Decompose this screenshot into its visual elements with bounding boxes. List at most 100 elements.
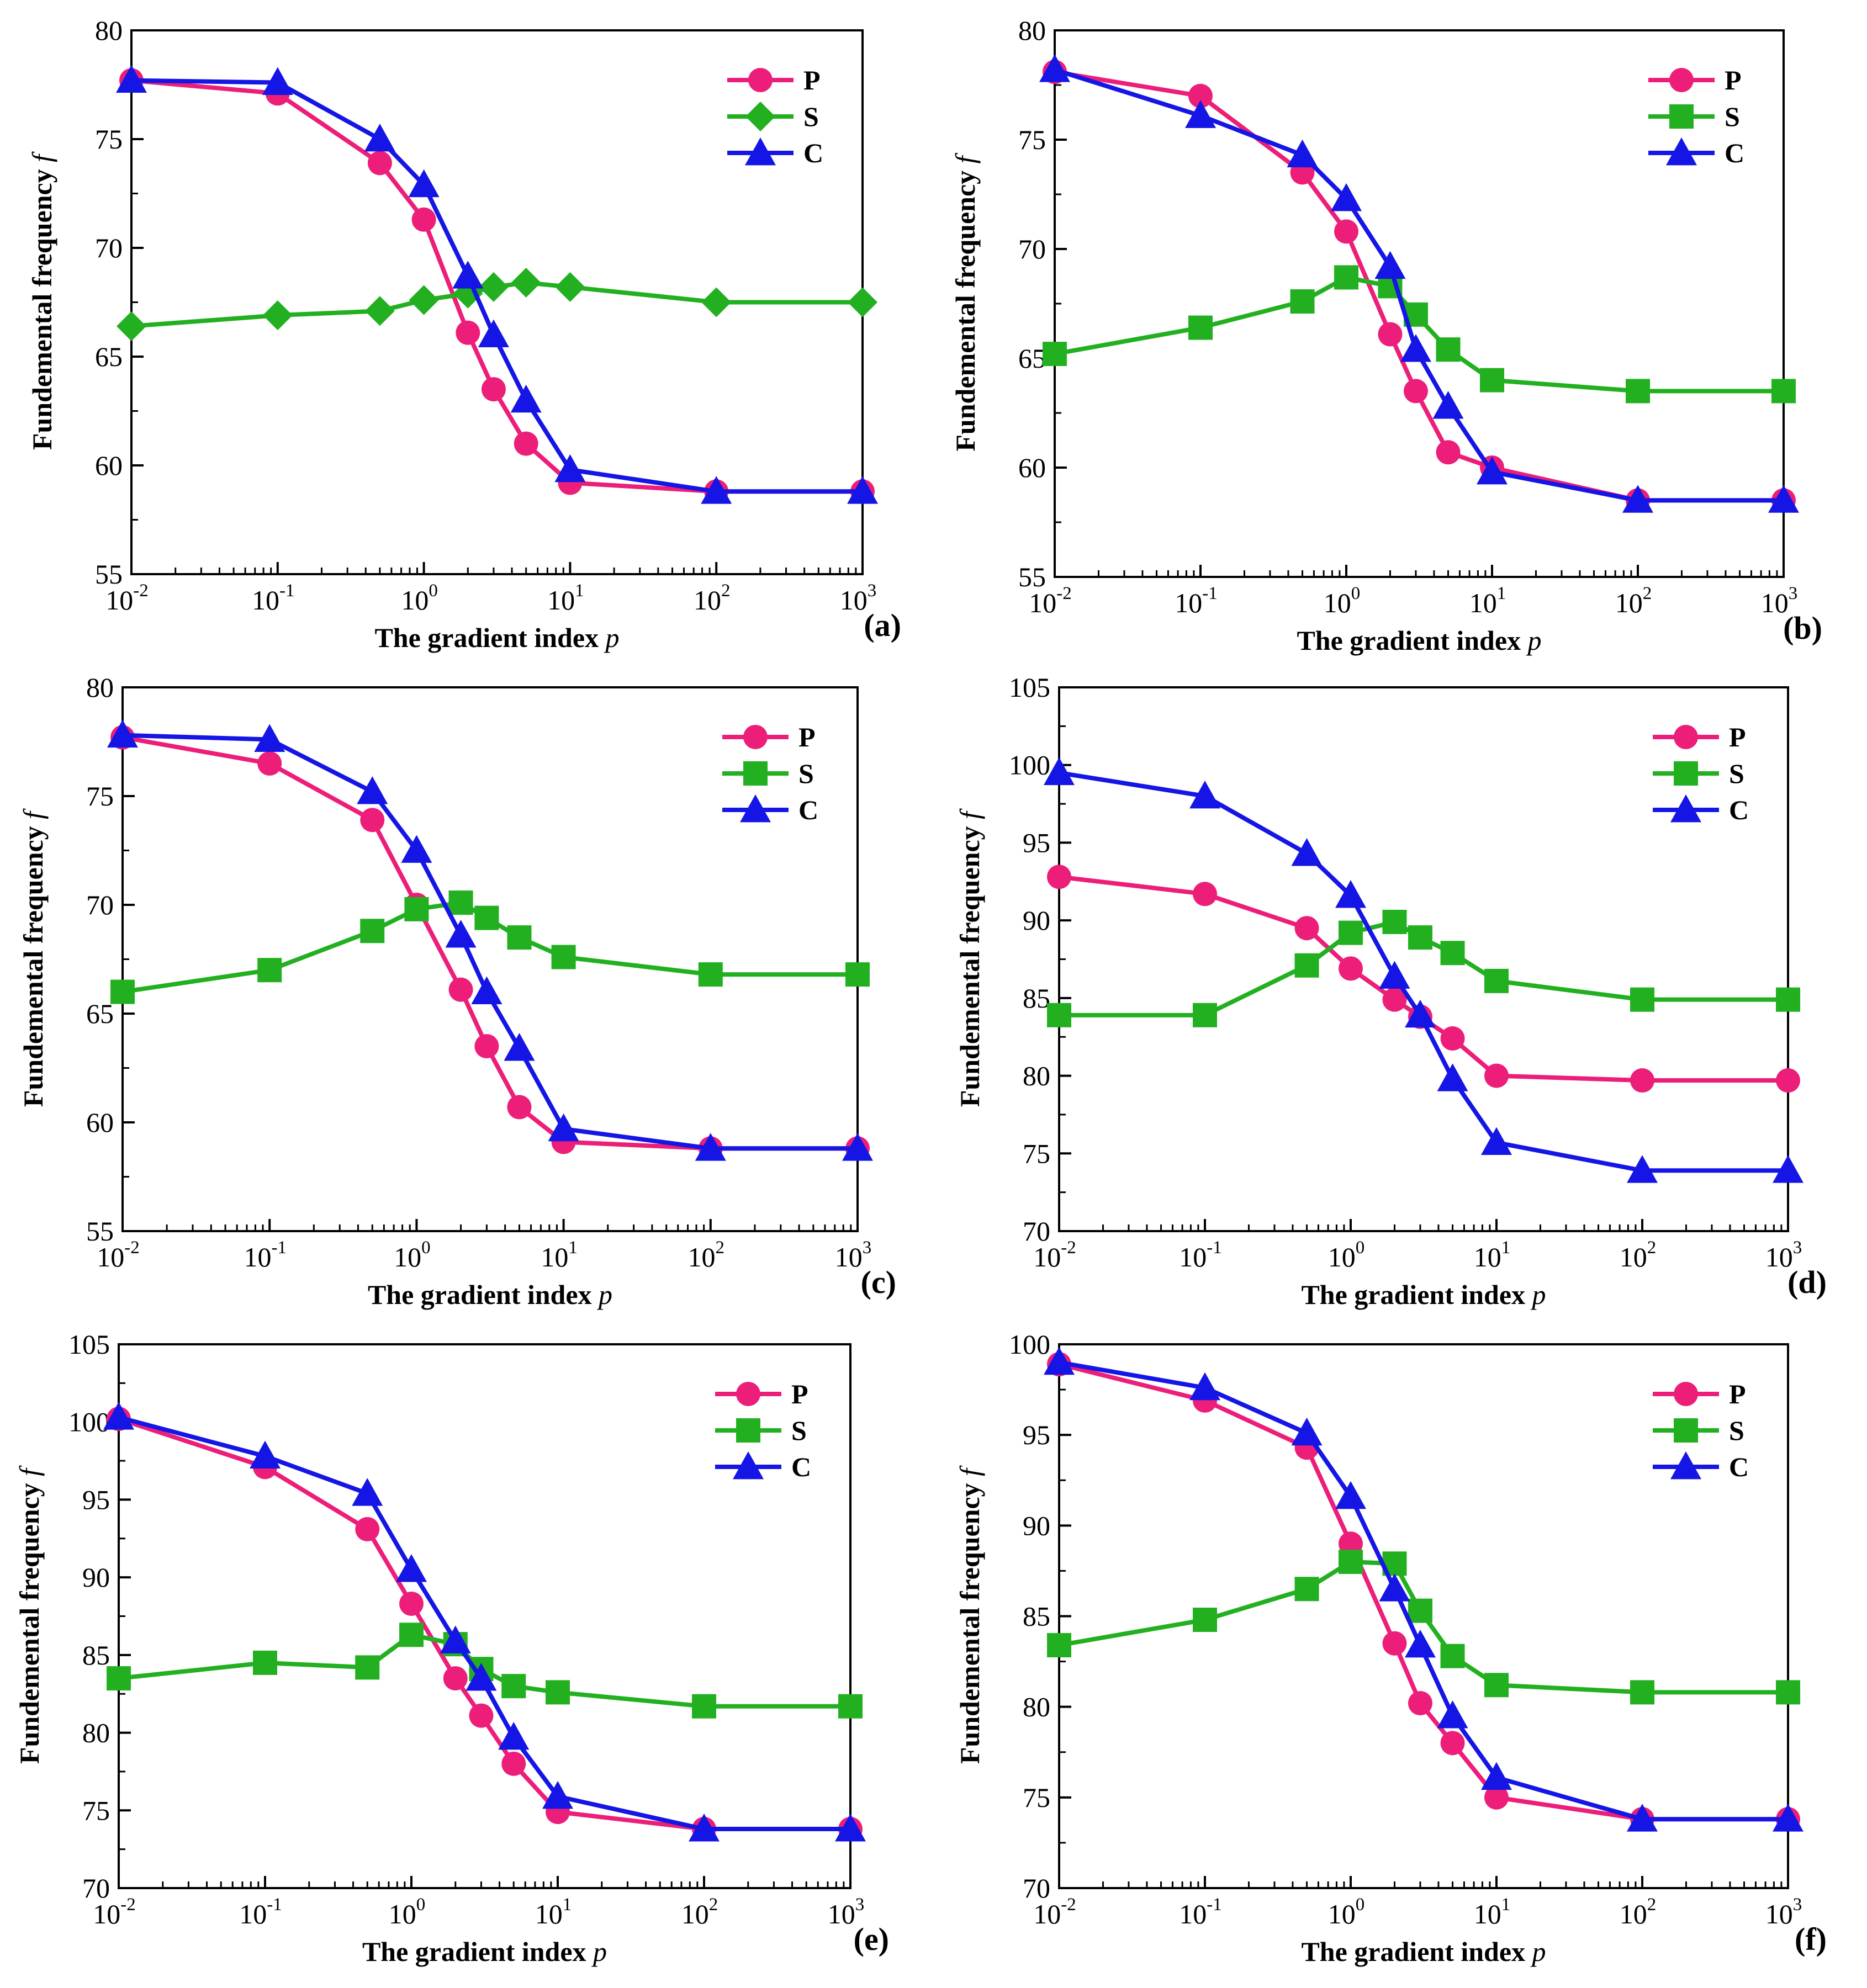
data-point-P: [411, 207, 436, 232]
data-point-C: [1185, 100, 1216, 128]
legend-label-P: P: [1729, 1379, 1746, 1409]
legend-label-S: S: [791, 1415, 807, 1446]
data-point-C: [440, 1625, 471, 1653]
x-tick-exponent: -1: [1202, 584, 1218, 603]
data-point-S: [360, 919, 385, 943]
data-point-P: [1484, 1785, 1509, 1810]
data-point-S: [1339, 920, 1363, 945]
y-tick-label: 105: [68, 1329, 110, 1360]
legend-label-P: P: [791, 1379, 808, 1409]
x-tick-label: 10-2: [1033, 1238, 1076, 1273]
x-tick-exponent: -2: [1061, 1238, 1076, 1258]
data-point-P: [469, 1703, 494, 1728]
data-point-C: [1773, 1804, 1803, 1832]
data-point-S: [507, 925, 532, 950]
legend-marker-P: [743, 725, 768, 749]
data-point-C: [357, 776, 388, 804]
x-tick-exponent: 3: [868, 581, 877, 601]
data-point-C: [1374, 251, 1406, 279]
legend-marker-S: [1674, 1418, 1698, 1443]
x-tick-exponent: 0: [1356, 1895, 1365, 1915]
legend-marker-S: [745, 102, 775, 131]
data-point-C: [689, 1814, 720, 1842]
y-tick-label: 80: [1018, 15, 1046, 46]
x-tick-exponent: 0: [1351, 584, 1361, 603]
x-tick-exponent: -2: [120, 1895, 136, 1915]
data-point-C: [548, 1113, 579, 1142]
data-point-C: [842, 1133, 873, 1161]
data-point-P: [257, 751, 282, 776]
data-point-S: [474, 905, 499, 930]
data-point-C: [695, 1133, 726, 1161]
x-tick-label: 100: [394, 1238, 431, 1273]
x-tick-exponent: -1: [279, 581, 295, 601]
x-tick-label: 102: [681, 1895, 718, 1929]
data-point-C: [107, 719, 138, 748]
series-line-C: [1059, 1360, 1788, 1822]
data-point-S: [257, 958, 282, 983]
x-tick-exponent: 2: [716, 1238, 725, 1258]
x-tick-exponent: 1: [563, 1895, 572, 1915]
legend-marker-S: [736, 1418, 760, 1443]
data-point-P: [1294, 916, 1319, 941]
x-tick-exponent: 2: [1647, 1238, 1657, 1258]
series-C: [116, 65, 878, 504]
data-point-S: [1408, 1598, 1432, 1623]
x-axis-title: The gradient index p: [362, 1936, 607, 1967]
legend-marker-C: [1670, 1451, 1701, 1480]
data-point-P: [1436, 440, 1461, 465]
data-point-C: [1044, 757, 1075, 786]
data-point-P: [1776, 1068, 1800, 1093]
x-tick-exponent: 3: [855, 1895, 865, 1915]
legend-label-C: C: [798, 794, 818, 825]
data-point-C: [466, 1663, 497, 1691]
y-tick-label: 75: [1018, 124, 1046, 155]
x-axis-title: The gradient index p: [1301, 1279, 1546, 1310]
data-point-C: [396, 1554, 427, 1582]
x-tick-exponent: -2: [1056, 584, 1072, 603]
data-point-P: [1378, 322, 1403, 347]
x-axis-title: The gradient index p: [1297, 625, 1541, 656]
data-point-S: [1484, 968, 1509, 993]
data-point-S: [364, 296, 395, 326]
legend-label-C: C: [1725, 137, 1744, 168]
data-point-S: [1193, 1608, 1217, 1632]
data-point-S: [110, 979, 135, 1004]
data-point-S: [107, 1666, 131, 1691]
data-point-S: [262, 300, 293, 331]
data-point-P: [399, 1591, 424, 1616]
x-tick-exponent: -1: [1207, 1238, 1222, 1258]
y-axis-title: Fundemental frequency f: [14, 1465, 45, 1764]
data-point-S: [1290, 289, 1315, 314]
data-point-C: [452, 261, 484, 289]
y-tick-label: 60: [95, 450, 123, 481]
series-P: [1047, 865, 1800, 1093]
x-tick-label: 101: [541, 1238, 578, 1273]
data-point-S: [701, 287, 732, 317]
y-tick-label: 55: [1018, 561, 1046, 592]
series-line-C: [122, 733, 858, 1151]
legend: PSC: [1653, 1379, 1749, 1482]
legend-label-P: P: [1729, 722, 1746, 752]
y-axis-variable: f: [27, 151, 57, 162]
legend-label-P: P: [798, 722, 816, 752]
data-point-S: [1047, 1003, 1071, 1027]
x-tick-label: 10-1: [1175, 584, 1218, 618]
y-tick-label: 65: [86, 998, 114, 1029]
legend-marker-S: [1669, 104, 1694, 129]
x-tick-label: 10-1: [239, 1895, 282, 1929]
data-point-S: [1484, 1673, 1509, 1698]
y-tick-label: 70: [95, 232, 123, 263]
data-point-P: [514, 431, 538, 456]
data-point-S: [848, 287, 877, 317]
x-tick-label: 10-1: [244, 1238, 287, 1273]
x-tick-exponent: 1: [1501, 1895, 1511, 1915]
legend-marker-C: [740, 794, 771, 823]
x-tick-label: 100: [1328, 1238, 1365, 1273]
x-tick-exponent: 0: [1356, 1238, 1365, 1258]
x-tick-exponent: 1: [568, 1238, 578, 1258]
data-point-S: [555, 272, 585, 302]
legend-marker-C: [733, 1451, 764, 1480]
x-axis-title: The gradient index p: [1301, 1936, 1546, 1967]
